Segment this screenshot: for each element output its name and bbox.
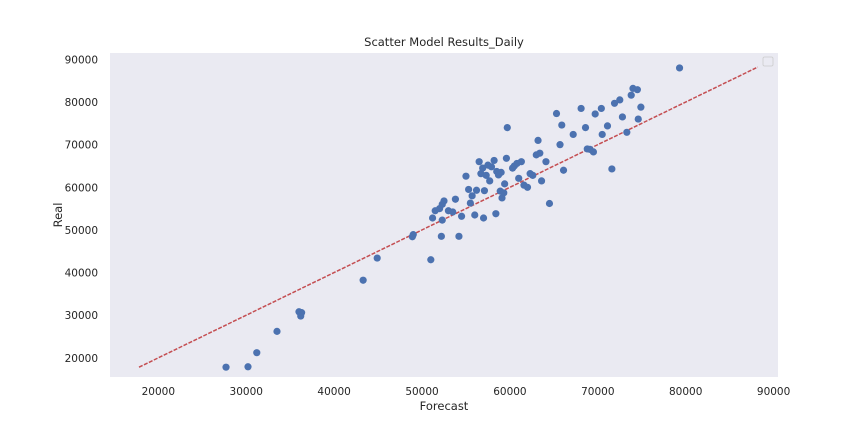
y-tick-label: 30000 bbox=[65, 310, 98, 322]
data-point bbox=[497, 168, 505, 176]
data-point bbox=[545, 199, 554, 208]
data-point bbox=[438, 216, 446, 224]
data-point bbox=[503, 124, 511, 132]
y-tick-labels: 20000 30000 40000 50000 60000 70000 80000 90000 bbox=[65, 54, 98, 364]
data-point bbox=[675, 64, 684, 72]
data-point bbox=[437, 232, 445, 240]
data-point bbox=[581, 124, 590, 132]
data-point bbox=[373, 254, 381, 262]
data-point bbox=[440, 197, 448, 205]
y-tick-label: 50000 bbox=[65, 225, 98, 237]
data-point bbox=[517, 158, 525, 166]
data-point bbox=[610, 99, 619, 107]
y-tick-label: 40000 bbox=[65, 268, 98, 280]
data-point bbox=[449, 208, 457, 216]
data-point bbox=[466, 199, 474, 207]
y-tick-label: 90000 bbox=[65, 54, 98, 66]
x-tick-label: 90000 bbox=[757, 386, 790, 398]
data-point bbox=[479, 214, 488, 222]
data-point bbox=[486, 177, 494, 185]
data-point bbox=[487, 163, 496, 171]
data-point bbox=[409, 231, 417, 239]
data-point bbox=[479, 164, 487, 172]
data-point bbox=[244, 363, 252, 371]
data-point bbox=[500, 189, 508, 197]
data-point bbox=[529, 171, 537, 179]
data-point bbox=[577, 104, 585, 113]
data-point bbox=[618, 113, 627, 121]
data-point bbox=[559, 166, 568, 174]
data-point bbox=[556, 141, 564, 149]
x-tick-label: 70000 bbox=[581, 386, 614, 398]
data-point bbox=[465, 185, 473, 194]
data-point bbox=[591, 110, 599, 118]
data-point bbox=[297, 312, 305, 320]
data-point bbox=[608, 165, 616, 173]
data-point bbox=[569, 130, 577, 139]
data-point bbox=[515, 174, 523, 182]
y-axis-label: Real bbox=[51, 203, 65, 228]
data-point bbox=[428, 214, 437, 222]
x-tick-label: 40000 bbox=[317, 386, 350, 398]
data-point bbox=[552, 109, 561, 118]
data-point bbox=[542, 158, 550, 166]
data-point bbox=[359, 276, 367, 284]
data-point bbox=[502, 154, 511, 162]
x-tick-label: 80000 bbox=[669, 386, 702, 398]
data-point bbox=[558, 121, 566, 129]
data-point bbox=[475, 158, 483, 166]
x-tick-labels: 20000 30000 40000 50000 60000 70000 80000 90000 bbox=[142, 386, 791, 398]
data-point bbox=[589, 148, 598, 156]
data-point bbox=[633, 86, 641, 94]
data-point bbox=[273, 327, 281, 335]
data-point bbox=[598, 130, 606, 139]
y-tick-label: 20000 bbox=[65, 353, 98, 365]
data-point bbox=[634, 115, 642, 123]
data-point bbox=[501, 180, 509, 188]
y-tick-label: 80000 bbox=[65, 97, 98, 109]
data-point bbox=[462, 172, 470, 180]
data-point bbox=[534, 136, 542, 144]
data-point bbox=[455, 232, 463, 240]
data-point bbox=[480, 187, 489, 195]
data-point bbox=[492, 210, 500, 218]
plot-area bbox=[110, 53, 778, 377]
data-point bbox=[490, 156, 498, 165]
data-point bbox=[637, 103, 645, 111]
data-point bbox=[623, 128, 631, 136]
data-points bbox=[222, 64, 684, 371]
data-point bbox=[222, 363, 230, 371]
data-point bbox=[537, 177, 546, 185]
x-tick-label: 30000 bbox=[230, 386, 263, 398]
data-point bbox=[523, 183, 532, 191]
data-point bbox=[427, 256, 435, 264]
data-point bbox=[482, 171, 490, 179]
x-axis-label: Forecast bbox=[420, 399, 469, 413]
data-point bbox=[597, 104, 605, 113]
data-point bbox=[468, 192, 476, 200]
data-point bbox=[471, 211, 479, 219]
y-tick-label: 60000 bbox=[65, 182, 98, 194]
fit-line bbox=[138, 66, 759, 368]
data-point bbox=[253, 349, 261, 357]
x-tick-label: 60000 bbox=[493, 386, 526, 398]
fit-line-group bbox=[138, 66, 759, 368]
data-point bbox=[627, 91, 635, 99]
data-point bbox=[451, 195, 460, 203]
x-tick-label: 20000 bbox=[142, 386, 175, 398]
data-point bbox=[536, 149, 544, 157]
data-point bbox=[616, 96, 624, 104]
chart-title: Scatter Model Results_Daily bbox=[364, 35, 524, 49]
data-point bbox=[457, 212, 466, 220]
legend-box bbox=[762, 56, 774, 67]
data-point bbox=[472, 186, 481, 194]
x-tick-label: 50000 bbox=[405, 386, 438, 398]
data-point bbox=[603, 122, 612, 130]
y-tick-label: 70000 bbox=[65, 140, 98, 152]
